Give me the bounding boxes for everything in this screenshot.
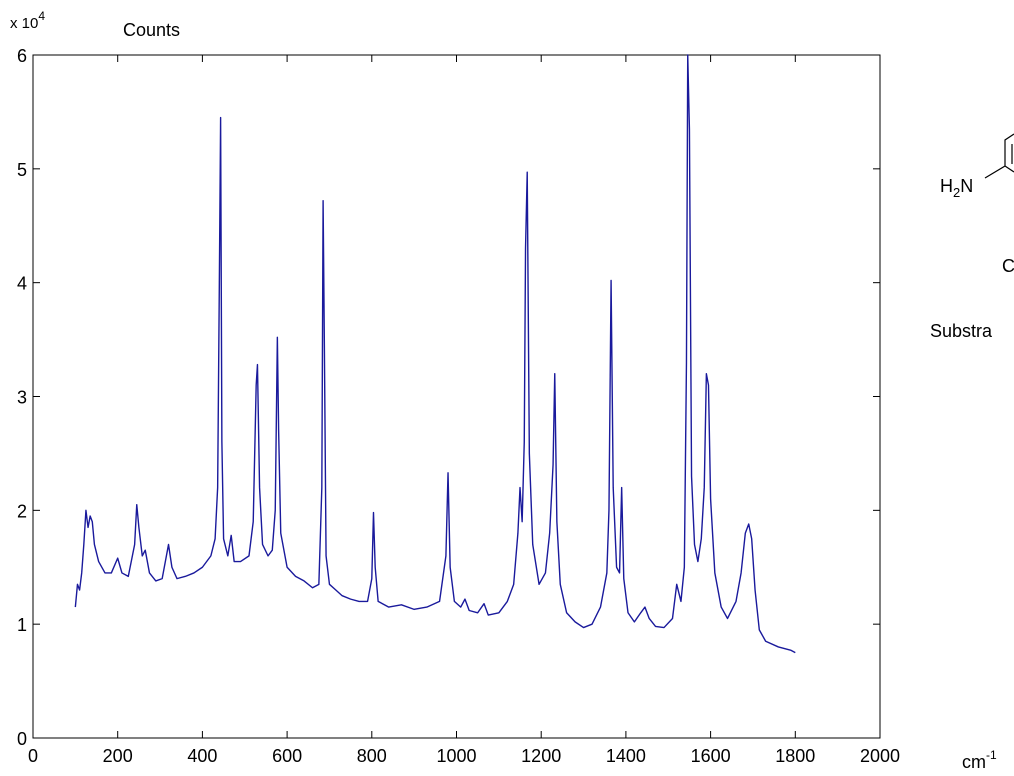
y-multiplier: x 104 (10, 9, 45, 32)
y-tick-label: 5 (17, 160, 27, 180)
multiplier-base: x 10 (10, 15, 38, 32)
x-tick-label: 1600 (691, 746, 731, 766)
chart: x 104 Counts cm-1 0 200 400 600 800 1000 1200 1… (10, 9, 997, 772)
y-tick-label: 2 (17, 501, 27, 521)
x-tick-label: 1000 (436, 746, 476, 766)
y-tick-label: 0 (17, 729, 27, 749)
y-axis-label: Counts (123, 20, 180, 40)
x-tick-label: 0 (28, 746, 38, 766)
x-axis-label: cm-1 (962, 748, 997, 772)
multiplier-exponent: 4 (38, 9, 45, 23)
x-label-base: cm (962, 752, 986, 772)
y-tick-label: 3 (17, 388, 27, 408)
x-tick-label: 1400 (606, 746, 646, 766)
y-tick-label: 1 (17, 615, 27, 635)
x-tick-label: 400 (187, 746, 217, 766)
x-tick-label: 600 (272, 746, 302, 766)
y-tick-label: 4 (17, 274, 27, 294)
x-tick-label: 1800 (775, 746, 815, 766)
amine-n: N (960, 176, 973, 196)
amine-sub: 2 (953, 185, 960, 200)
x-tick-label: 800 (357, 746, 387, 766)
amine-label: H2N (940, 176, 973, 200)
y-tick-label: 6 (17, 46, 27, 66)
x-tick-label: 1200 (521, 746, 561, 766)
x-label-exponent: -1 (986, 748, 997, 762)
structure-letter: C (1002, 256, 1014, 276)
structure: H2N C Substra (930, 133, 1014, 341)
x-tick-label: 2000 (860, 746, 900, 766)
spectrum-line (74, 54, 796, 654)
x-tick-label: 200 (103, 746, 133, 766)
amine-h: H (940, 176, 953, 196)
substrate-label: Substra (930, 321, 993, 341)
ring-bond (984, 133, 1014, 179)
plot-frame (32, 54, 881, 739)
